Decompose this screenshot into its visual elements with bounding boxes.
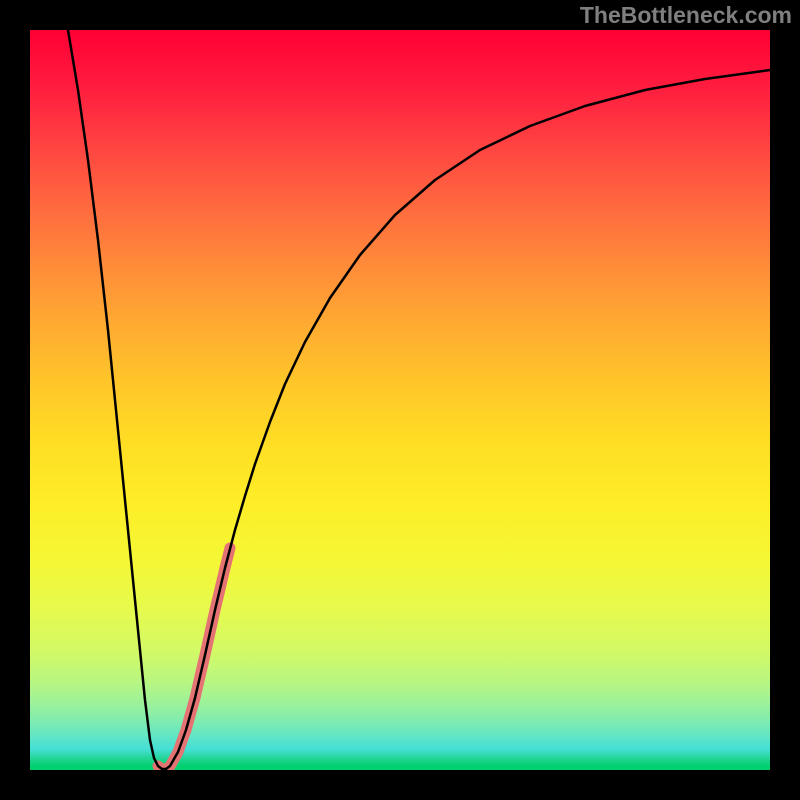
main-curve — [68, 30, 770, 769]
curves-layer — [30, 30, 770, 770]
watermark-text: TheBottleneck.com — [580, 2, 792, 29]
plot-area — [30, 30, 770, 770]
chart-container: TheBottleneck.com — [0, 0, 800, 800]
highlight-segment — [158, 548, 230, 769]
